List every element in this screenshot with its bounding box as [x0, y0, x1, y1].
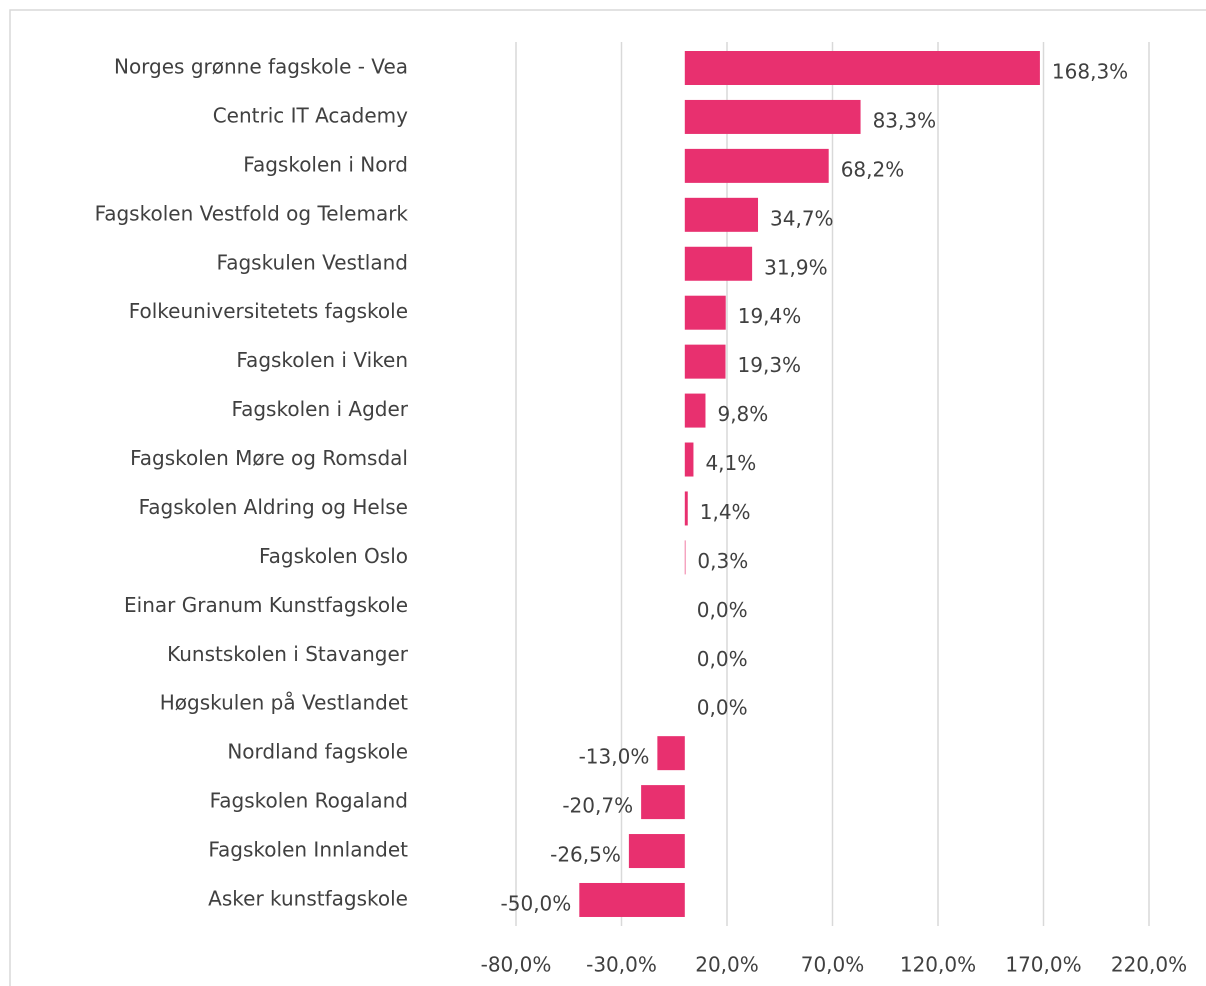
y-tick-label: Centric IT Academy — [213, 103, 408, 127]
y-tick-label: Kunstskolen i Stavanger — [167, 642, 409, 666]
y-tick-label: Einar Granum Kunstfagskole — [124, 593, 408, 617]
x-tick-label: 20,0% — [695, 953, 759, 977]
data-label: 1,4% — [700, 500, 751, 524]
data-label: 4,1% — [705, 451, 756, 475]
y-tick-label: Fagskolen Aldring og Helse — [139, 495, 408, 519]
data-label: 9,8% — [717, 402, 768, 426]
y-tick-label: Norges grønne fagskole - Vea — [114, 55, 408, 79]
y-tick-label: Fagskolen Innlandet — [208, 838, 408, 862]
y-tick-label: Fagskolen Oslo — [259, 544, 408, 568]
y-tick-label: Fagskolen Rogaland — [210, 789, 408, 813]
data-label: 0,0% — [697, 647, 748, 671]
x-tick-label: 70,0% — [801, 953, 865, 977]
y-tick-label: Folkeuniversitetets fagskole — [129, 299, 408, 323]
bar — [684, 540, 686, 575]
bar — [684, 393, 706, 428]
data-label: 31,9% — [764, 255, 828, 279]
x-tick-label: -80,0% — [481, 953, 552, 977]
y-tick-label: Fagskolen i Nord — [243, 152, 408, 176]
x-tick-label: 220,0% — [1111, 953, 1187, 977]
bar — [657, 736, 685, 771]
bar — [684, 246, 753, 281]
data-label: -26,5% — [550, 843, 621, 867]
bar — [684, 295, 726, 330]
data-label: -50,0% — [501, 891, 572, 915]
data-label: 168,3% — [1052, 60, 1128, 84]
bar — [684, 99, 861, 134]
bar — [684, 148, 829, 183]
data-label: 0,3% — [697, 549, 748, 573]
data-label: 83,3% — [873, 108, 937, 132]
bar — [684, 197, 759, 232]
y-tick-label: Fagskolen Vestfold og Telemark — [95, 201, 409, 225]
y-tick-label: Fagskulen Vestland — [217, 250, 408, 274]
bar — [628, 834, 685, 869]
x-tick-label: 170,0% — [1005, 953, 1081, 977]
data-label: 19,4% — [738, 304, 802, 328]
data-label: 0,0% — [697, 696, 748, 720]
bar — [684, 344, 726, 379]
x-tick-label: 120,0% — [900, 953, 976, 977]
y-tick-label: Asker kunstfagskole — [208, 886, 408, 910]
chart-border — [9, 9, 1206, 986]
data-label: 0,0% — [697, 598, 748, 622]
bar — [684, 491, 688, 526]
x-tick-label: -30,0% — [586, 953, 657, 977]
bar — [579, 882, 685, 917]
y-tick-label: Nordland fagskole — [227, 740, 408, 764]
data-label: 68,2% — [841, 157, 905, 181]
y-tick-label: Fagskolen i Agder — [231, 397, 408, 421]
data-label: -13,0% — [579, 745, 650, 769]
bar — [641, 785, 685, 820]
y-tick-label: Høgskulen på Vestlandet — [160, 691, 408, 715]
data-label: 19,3% — [738, 353, 802, 377]
bar — [684, 442, 694, 477]
data-label: -20,7% — [562, 794, 633, 818]
y-tick-label: Fagskolen i Viken — [236, 348, 408, 372]
data-label: 34,7% — [770, 206, 834, 230]
y-tick-label: Fagskolen Møre og Romsdal — [130, 446, 408, 470]
bar — [684, 51, 1040, 85]
